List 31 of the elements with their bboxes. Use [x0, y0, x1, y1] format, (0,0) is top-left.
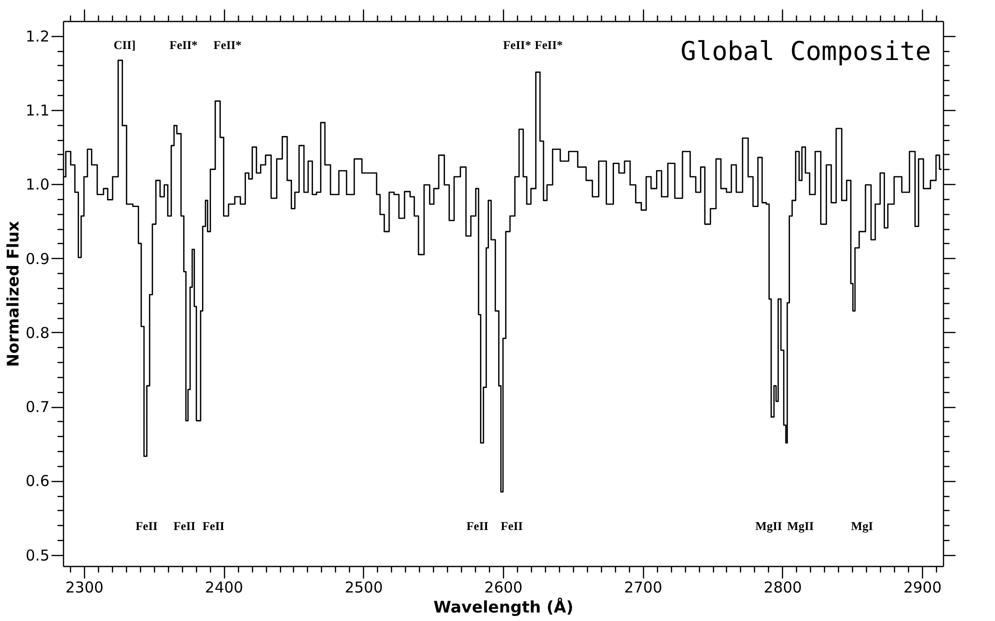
x-tick-label: 2600 [484, 578, 523, 596]
annotation: CII] [114, 38, 136, 52]
y-tick-label: 0.6 [26, 472, 50, 490]
annotation: FeII* [534, 38, 563, 52]
annotation: FeII* [170, 38, 198, 52]
x-axis-title: Wavelength (Å) [434, 598, 574, 616]
annotation: MgI [851, 519, 874, 533]
y-tick-label: 0.8 [26, 324, 50, 342]
annotation: MgII [755, 519, 782, 533]
x-tick-label: 2400 [205, 578, 244, 596]
y-tick-label: 0.7 [26, 398, 50, 416]
annotation: FeII* [214, 38, 242, 52]
annotation: FeII [136, 519, 158, 533]
y-tick-label: 0.5 [26, 546, 50, 564]
x-tick-label: 2700 [624, 578, 662, 596]
annotation: FeII [466, 519, 489, 533]
y-axis-title: Normalized Flux [4, 220, 23, 368]
annotation: FeII [173, 519, 196, 533]
x-tick-label: 2800 [764, 578, 802, 596]
annotation: FeII* [503, 38, 532, 52]
x-tick-label: 2500 [344, 578, 383, 596]
text: Global Composite [680, 37, 931, 67]
y-tick-label: 1.1 [26, 101, 50, 120]
x-tick-label: 2900 [903, 578, 942, 596]
annotation: MgII [787, 519, 814, 533]
y-tick-label: 1.2 [26, 27, 50, 46]
y-tick-label: 0.9 [26, 250, 50, 268]
x-tick-label: 2300 [65, 578, 104, 596]
annotation: FeII [202, 519, 225, 533]
y-tick-label: 1.0 [26, 176, 50, 194]
annotation: FeII [500, 519, 524, 533]
